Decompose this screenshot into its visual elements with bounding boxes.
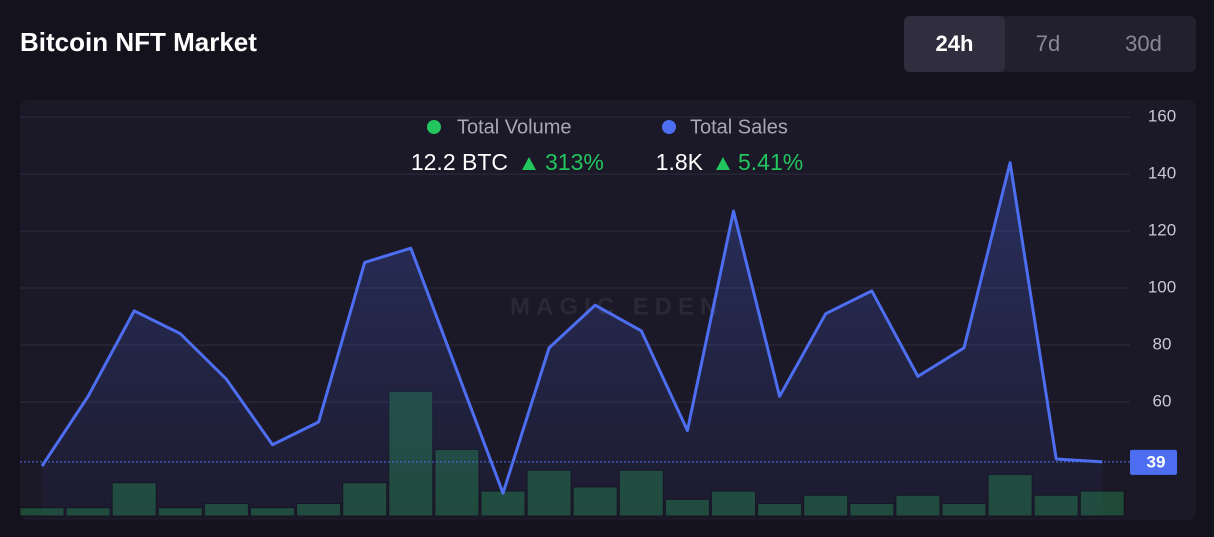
legend-dot (427, 120, 441, 134)
y-tick-label: 160 (1148, 107, 1176, 126)
up-arrow (716, 157, 730, 170)
summary-change: 5.41% (738, 149, 803, 175)
legend-dot (662, 120, 676, 134)
current-value-label: 39 (1147, 452, 1166, 471)
summary-value: 1.8K (656, 149, 704, 175)
summary-change: 313% (545, 149, 604, 175)
y-tick-label: 60 (1153, 392, 1172, 411)
tab[interactable]: 24h (936, 31, 974, 56)
tab[interactable]: 7d (1036, 31, 1060, 56)
title: Bitcoin NFT Market (20, 27, 257, 57)
sales-line (40, 161, 1103, 495)
legend-label: Total Sales (690, 116, 788, 138)
legend-label: Total Volume (457, 116, 572, 138)
y-tick-label: 100 (1148, 278, 1176, 297)
y-tick-label: 120 (1148, 221, 1176, 240)
y-tick-label: 140 (1148, 164, 1176, 183)
tab[interactable]: 30d (1125, 31, 1162, 56)
summary-value: 12.2 BTC (411, 149, 508, 175)
up-arrow (522, 157, 536, 170)
tab-active-bg (904, 16, 1005, 72)
current-value-badge (1130, 449, 1177, 475)
y-tick-label: 80 (1153, 335, 1172, 354)
